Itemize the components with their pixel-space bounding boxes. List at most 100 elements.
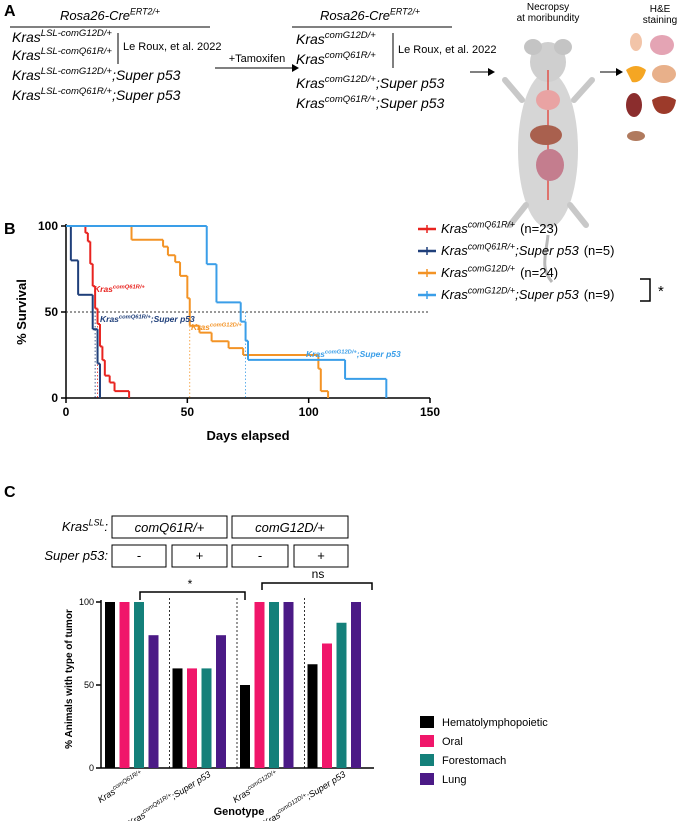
genotype: KrascomQ61R/+;Super p53 (296, 94, 445, 111)
header-genotype: Rosa26-CreERT2/+ (60, 7, 160, 23)
header-box (111, 544, 167, 568)
header-box (293, 544, 349, 568)
x-tick-label: KrascomQ61R/+ (96, 768, 146, 805)
header-row-label: Super p53: (44, 548, 108, 563)
bar (336, 622, 347, 768)
genotype-part: ;Super p53 (376, 95, 445, 111)
significance-bracket (139, 591, 246, 600)
genotype: KrasLSL-comQ61R/+;Super p53 (12, 86, 181, 103)
curve-annotation-part: comQ61R/+ (113, 284, 146, 290)
header-genotype-part: ERT2/+ (390, 7, 420, 17)
bar (322, 643, 332, 768)
citation: Le Roux, et al. 2022 (398, 44, 496, 56)
x-tick-label-part: comG12D/+ (246, 768, 278, 792)
legend-entry-part: (n=9) (584, 287, 615, 302)
legend-entry-part: Kras (441, 243, 468, 258)
significance-bracket (640, 278, 651, 302)
curve-annotation-part: ;Super p53 (151, 314, 195, 324)
header-cell: comQ61R/+ (135, 520, 205, 535)
genotype-part: Kras (296, 75, 325, 91)
necropsy-label: at moribundity (517, 13, 580, 24)
genotype-part: comG12D/+ (325, 74, 376, 85)
bar (283, 602, 294, 768)
significance-label: ns (312, 567, 325, 581)
legend-entry: Forestomach (442, 755, 506, 767)
legend-entry: KrascomG12D/+;Super p53 (n=9) (441, 286, 614, 302)
y-tick-label: 100 (79, 597, 94, 607)
curve-annotation: KrascomG12D/+ (191, 322, 242, 332)
x-tick-label: 0 (63, 405, 70, 419)
curve-annotation-part: comQ61R/+ (119, 314, 152, 320)
bar (240, 685, 250, 768)
genotype-part: comQ61R/+ (325, 50, 376, 61)
y-tick-label: 0 (51, 391, 58, 405)
legend-entry: KrascomG12D/+ (n=24) (441, 264, 558, 280)
genotype-part: comG12D/+ (325, 30, 376, 41)
legend-entry-part: Kras (441, 287, 468, 302)
curve-annotation-part: comG12D/+ (325, 349, 358, 355)
x-tick-label: KrascomG12D/+ (231, 768, 281, 805)
header-cell: comG12D/+ (255, 520, 325, 535)
genotype: KrasLSL-comG12D/+;Super p53 (12, 66, 181, 83)
significance-label: * (188, 577, 193, 591)
panel-label: C (4, 484, 16, 501)
curve-annotation-part: Kras (306, 349, 325, 359)
curve-annotation: KrascomQ61R/+ (94, 284, 145, 294)
genotype-part: ;Super p53 (112, 87, 181, 103)
header-row-label-part: : (104, 519, 108, 534)
curve-annotation: KrascomQ61R/+;Super p53 (100, 314, 195, 324)
legend-entry-part: (n=24) (520, 265, 558, 280)
bar (148, 635, 159, 768)
treatment-label: +Tamoxifen (229, 53, 286, 65)
x-tick-label-part: comQ61R/+ (111, 768, 143, 792)
arrow-head (488, 68, 495, 76)
legend-entry: KrascomQ61R/+;Super p53 (n=5) (441, 242, 614, 258)
genotype-part: LSL-comQ61R/+ (41, 86, 113, 97)
genotype-part: Kras (12, 67, 41, 83)
genotype-part: LSL-comG12D/+ (41, 66, 113, 77)
genotype: KrasLSL-comG12D/+ (12, 28, 112, 45)
genotype-part: Kras (296, 31, 325, 47)
bar (187, 668, 197, 768)
header-cell: - (137, 548, 141, 563)
header-cell: - (258, 548, 262, 563)
legend-swatch (420, 773, 434, 785)
panel-label: A (4, 3, 16, 20)
legend-entry-part: ;Super p53 (515, 243, 579, 258)
arrow-head (292, 64, 299, 72)
legend-entry-part: Kras (441, 221, 468, 236)
legend-swatch (420, 716, 434, 728)
genotype-part: LSL-comG12D/+ (41, 28, 113, 39)
y-tick-label: 100 (38, 219, 58, 233)
y-tick-label: 50 (45, 305, 59, 319)
x-tick-label: 50 (181, 405, 195, 419)
x-tick-label-part: Kras (261, 810, 282, 821)
staining-label: staining (643, 15, 677, 26)
x-tick-label-part: comG12D/+ (276, 792, 308, 816)
significance-bracket (261, 582, 373, 590)
genotype-part: ;Super p53 (376, 75, 445, 91)
y-tick-label: 50 (84, 680, 94, 690)
x-tick-label-part: ;Super p53 (170, 769, 213, 801)
legend-swatch (420, 754, 434, 766)
legend-entry-part: (n=5) (584, 243, 615, 258)
genotype: KrascomG12D/+;Super p53 (296, 74, 445, 91)
bar (105, 602, 115, 768)
curve-annotation-part: Kras (191, 322, 210, 332)
genotype-part: ;Super p53 (112, 67, 181, 83)
significance-label: * (658, 283, 664, 300)
mouse-illustration (502, 39, 595, 283)
x-tick-label-part: ;Super p53 (305, 769, 348, 801)
arrow-head (616, 68, 623, 76)
header-cell: + (317, 548, 325, 563)
legend-entry: KrascomQ61R/+ (n=23) (441, 220, 558, 236)
bar (269, 602, 279, 768)
organ-icons (626, 33, 676, 141)
staining-label: H&E (650, 4, 671, 15)
legend-entry-part: (n=23) (520, 221, 558, 236)
header-box (231, 515, 349, 539)
header-box (171, 544, 228, 568)
curve-annotation-part: Kras (94, 284, 113, 294)
legend-entry: Oral (442, 736, 463, 748)
bar (134, 602, 144, 768)
